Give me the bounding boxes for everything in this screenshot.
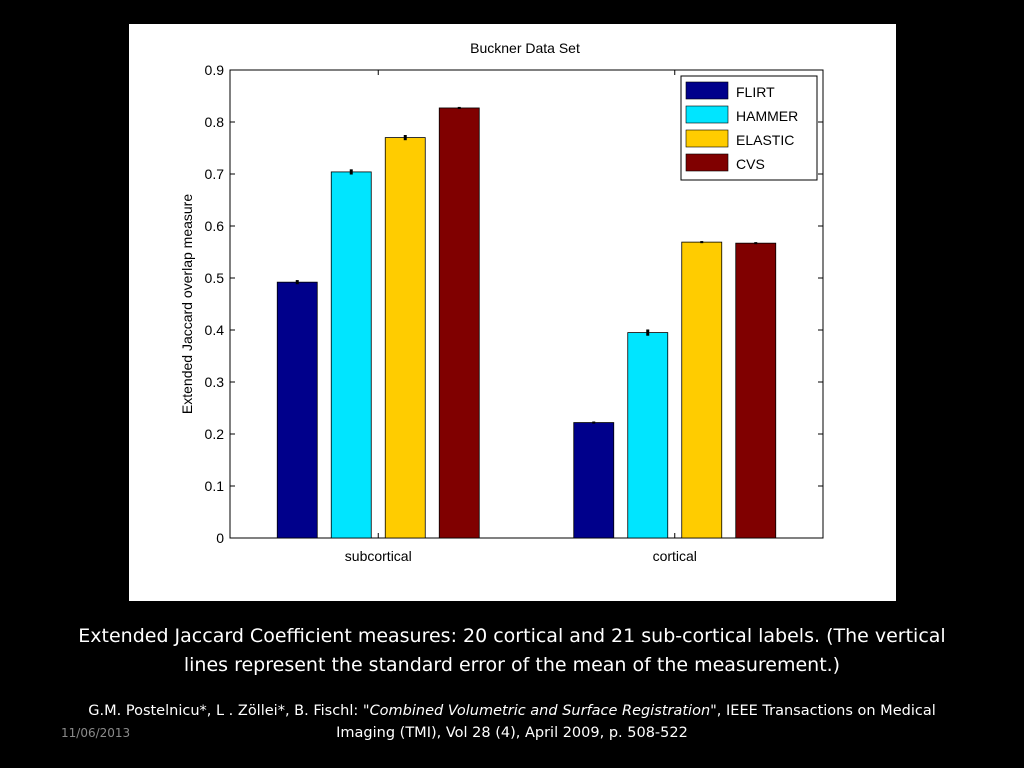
slide-date: 11/06/2013 xyxy=(61,726,131,740)
legend-swatch-flirt xyxy=(685,81,729,100)
y-axis-label: Extended Jaccard overlap measure xyxy=(179,194,195,414)
caption-line-1: Extended Jaccard Coefficient measures: 2… xyxy=(78,625,946,647)
y-tick-label: 0.8 xyxy=(205,114,225,130)
legend-label-cvs: CVS xyxy=(736,156,765,172)
legend-label-elastic: ELASTIC xyxy=(736,132,794,148)
citation-authors: G.M. Postelnicu*, L . Zöllei*, B. Fischl… xyxy=(88,703,370,719)
y-tick-label: 0.4 xyxy=(205,322,225,338)
legend-swatch-elastic xyxy=(685,129,729,148)
chart-title: Buckner Data Set xyxy=(470,40,580,56)
citation: G.M. Postelnicu*, L . Zöllei*, B. Fischl… xyxy=(0,700,1024,744)
bar-flirt-cortical xyxy=(573,422,615,539)
y-tick-label: 0.7 xyxy=(205,166,225,182)
legend-label-flirt: FLIRT xyxy=(736,84,775,100)
bar-elastic-subcortical xyxy=(384,137,426,539)
citation-line-2: Imaging (TMI), Vol 28 (4), April 2009, p… xyxy=(336,725,688,741)
legend-swatch-hammer xyxy=(685,105,729,124)
citation-line-1: G.M. Postelnicu*, L . Zöllei*, B. Fischl… xyxy=(0,700,1024,722)
chart-figure: Buckner Data Set 0 0.1 0.2 0.3 0.4 0.5 0.6 0.7 0… xyxy=(129,24,896,601)
citation-title: Combined Volumetric and Surface Registra… xyxy=(369,703,711,719)
legend-label-hammer: HAMMER xyxy=(736,108,798,124)
figure-caption: Extended Jaccard Coefficient measures: 2… xyxy=(0,622,1024,680)
bar-hammer-cortical xyxy=(627,332,669,539)
citation-journal: ", IEEE Transactions on Medical xyxy=(710,703,936,719)
y-tick-label: 0.9 xyxy=(205,62,225,78)
bar-chart: Buckner Data Set 0 0.1 0.2 0.3 0.4 0.5 0.6 0.7 0… xyxy=(179,40,824,564)
caption-line-2: lines represent the standard error of th… xyxy=(183,654,841,676)
y-tick-label: 0.3 xyxy=(205,374,225,390)
bar-hammer-subcortical xyxy=(330,171,372,539)
y-tick-label: 0.6 xyxy=(205,218,225,234)
x-tick-label-cortical: cortical xyxy=(653,548,697,564)
legend-swatch-cvs xyxy=(685,153,729,172)
bar-cvs-subcortical xyxy=(438,107,480,539)
y-tick-label: 0.1 xyxy=(205,478,225,494)
y-tick-label: 0 xyxy=(216,530,224,546)
bar-elastic-cortical xyxy=(681,241,723,539)
y-tick-label: 0.2 xyxy=(205,426,225,442)
bar-flirt-subcortical xyxy=(276,281,318,539)
x-tick-label-subcortical: subcortical xyxy=(345,548,412,564)
y-tick-label: 0.5 xyxy=(205,270,225,286)
bar-cvs-cortical xyxy=(735,242,777,539)
